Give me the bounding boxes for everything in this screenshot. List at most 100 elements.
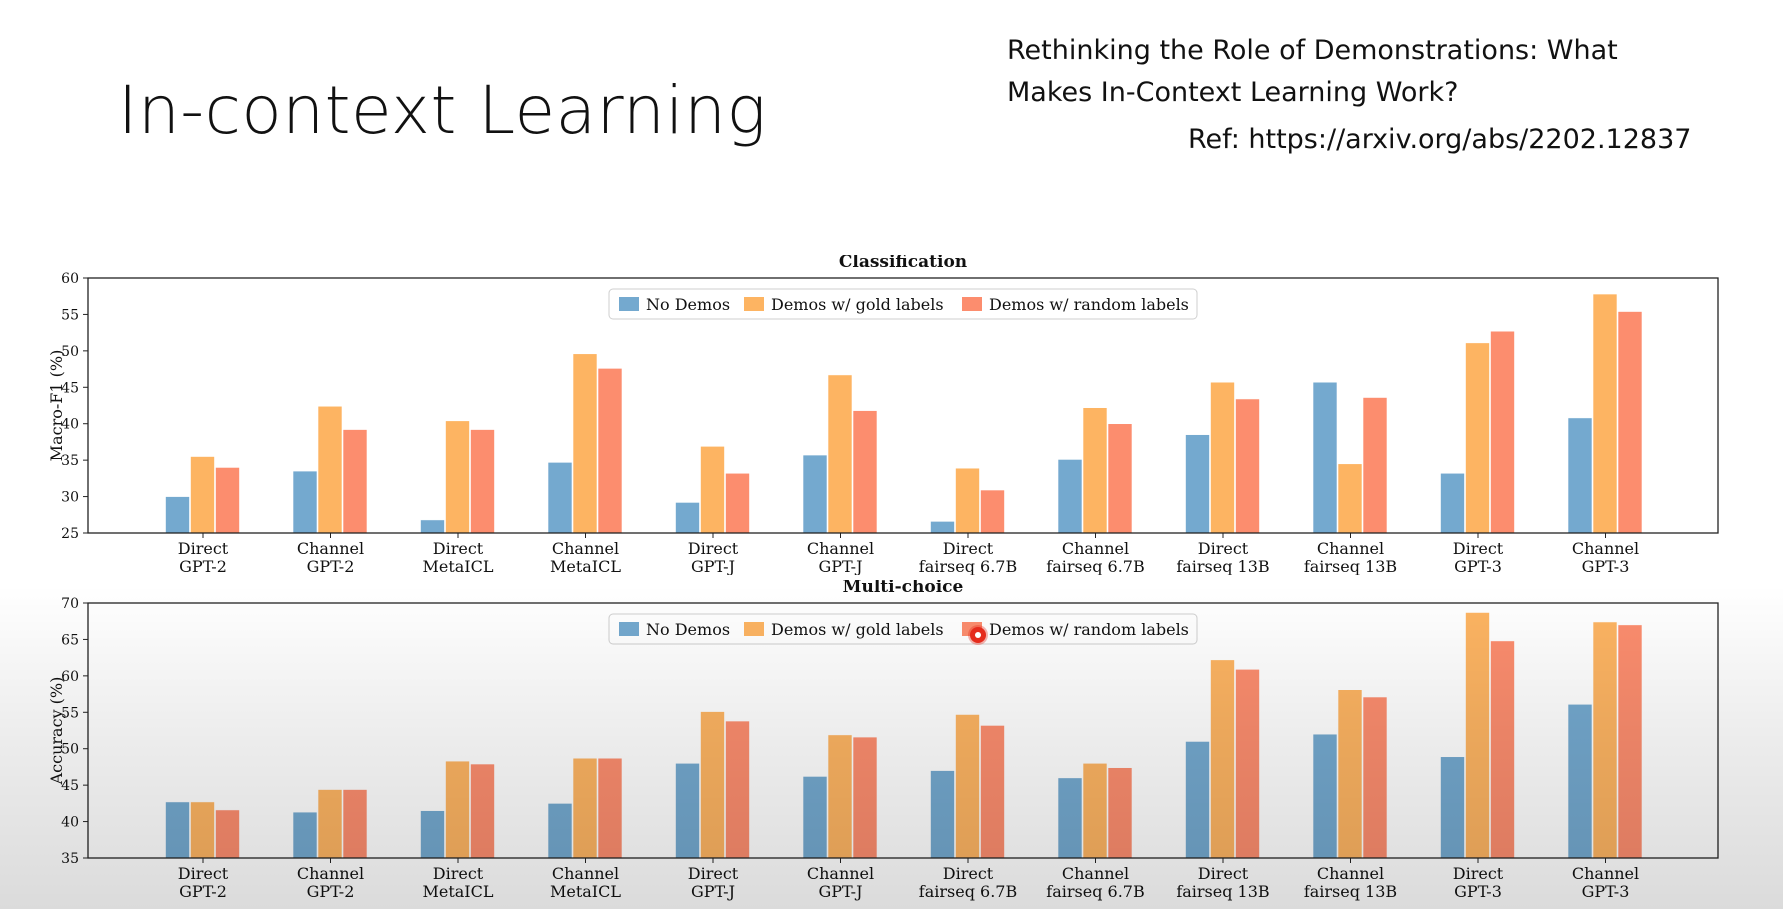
bar-demos-w-gold-labels-11 — [1592, 621, 1618, 859]
x-tick-label-model: GPT-2 — [307, 557, 355, 575]
x-tick-label-model: GPT-J — [819, 882, 863, 901]
bar-no-demos-8 — [1185, 434, 1210, 534]
bar-demos-w-gold-labels-3 — [572, 353, 598, 534]
legend-label-demos-w-gold-labels: Demos w/ gold labels — [771, 620, 944, 639]
bar-demos-w-random-labels-0 — [215, 809, 240, 859]
bar-no-demos-0 — [165, 496, 190, 534]
bar-demos-w-gold-labels-2 — [445, 420, 470, 534]
bar-demos-w-gold-labels-1 — [317, 405, 343, 534]
bar-demos-w-random-labels-7 — [1107, 423, 1133, 534]
bar-no-demos-7 — [1057, 777, 1083, 859]
bar-demos-w-gold-labels-8 — [1210, 659, 1235, 859]
x-tick-label-model: GPT-2 — [179, 557, 227, 575]
bar-no-demos-1 — [292, 811, 318, 859]
bar-demos-w-gold-labels-7 — [1082, 762, 1108, 859]
chart-title: Multi-choice — [843, 580, 964, 597]
x-tick-label-method: Channel — [807, 539, 874, 558]
x-tick-label-method: Channel — [297, 539, 364, 558]
bar-demos-w-gold-labels-5 — [827, 374, 853, 534]
bar-demos-w-gold-labels-6 — [955, 467, 980, 534]
x-tick-label-method: Direct — [1198, 864, 1249, 883]
x-tick-label-method: Direct — [433, 864, 484, 883]
y-tick-label: 45 — [61, 778, 79, 794]
y-tick-label: 60 — [61, 669, 79, 685]
bar-demos-w-random-labels-7 — [1107, 767, 1133, 859]
x-tick-label-model: fairseq 13B — [1304, 882, 1397, 901]
bar-no-demos-4 — [675, 762, 700, 859]
x-tick-label-method: Channel — [552, 539, 619, 558]
slide-title: In-context Learning — [118, 72, 767, 149]
bar-no-demos-11 — [1567, 703, 1593, 859]
bar-demos-w-random-labels-6 — [980, 725, 1005, 859]
bar-demos-w-random-labels-1 — [342, 429, 368, 534]
legend-swatch-demos-w-gold-labels — [744, 297, 764, 311]
bar-no-demos-2 — [420, 519, 445, 534]
bar-demos-w-gold-labels-0 — [190, 801, 215, 859]
x-tick-label-method: Channel — [1317, 864, 1384, 883]
bar-no-demos-10 — [1440, 472, 1465, 534]
bar-demos-w-random-labels-9 — [1362, 696, 1388, 859]
x-tick-label-method: Channel — [1572, 539, 1639, 558]
bar-demos-w-gold-labels-10 — [1465, 612, 1490, 859]
bar-demos-w-gold-labels-10 — [1465, 342, 1490, 534]
x-tick-label-model: GPT-2 — [307, 882, 355, 901]
bar-demos-w-gold-labels-7 — [1082, 407, 1108, 534]
x-tick-label-method: Direct — [688, 539, 739, 558]
x-tick-label-method: Channel — [552, 864, 619, 883]
bar-demos-w-random-labels-4 — [725, 472, 750, 534]
bar-no-demos-4 — [675, 502, 700, 534]
cursor-pointer-icon — [970, 627, 986, 643]
legend-box — [608, 613, 1198, 645]
x-tick-label-method: Direct — [1198, 539, 1249, 558]
legend: No Demos Demos w/ gold labels Demos w/ ran… — [608, 288, 1198, 320]
bar-demos-w-gold-labels-1 — [317, 789, 343, 859]
bar-demos-w-random-labels-5 — [852, 410, 878, 534]
bar-demos-w-random-labels-11 — [1617, 311, 1643, 534]
bar-no-demos-3 — [547, 462, 573, 534]
legend-box — [608, 288, 1198, 320]
bar-no-demos-0 — [165, 801, 190, 859]
x-tick-label-model: fairseq 6.7B — [1046, 882, 1144, 901]
x-tick-label-model: MetaICL — [550, 882, 621, 901]
bar-demos-w-gold-labels-11 — [1592, 293, 1618, 534]
x-tick-label-model: MetaICL — [422, 882, 493, 901]
bar-demos-w-random-labels-0 — [215, 467, 240, 534]
reference-url: Ref: https://arxiv.org/abs/2202.12837 — [1188, 124, 1692, 155]
bar-demos-w-gold-labels-9 — [1337, 689, 1363, 859]
plot-frame — [87, 602, 1719, 859]
y-tick-label: 40 — [61, 417, 79, 433]
legend-label-demos-w-gold-labels: Demos w/ gold labels — [771, 295, 944, 314]
bar-demos-w-random-labels-5 — [852, 736, 878, 859]
bar-demos-w-gold-labels-8 — [1210, 381, 1235, 534]
y-tick-label: 55 — [61, 705, 79, 721]
y-tick-label: 55 — [61, 307, 79, 323]
x-tick-label-method: Channel — [1317, 539, 1384, 558]
legend-swatch-demos-w-random-labels — [962, 297, 982, 311]
x-tick-label-method: Channel — [1062, 864, 1129, 883]
bar-no-demos-8 — [1185, 741, 1210, 859]
y-tick-label: 65 — [61, 632, 79, 648]
multi-choice-chart: Multi-choiceDirectGPT-2ChannelGPT-2Direc… — [47, 580, 1719, 901]
bar-no-demos-1 — [292, 470, 318, 534]
bar-no-demos-5 — [802, 454, 828, 534]
legend-swatch-demos-w-gold-labels — [744, 622, 764, 636]
bar-no-demos-3 — [547, 803, 573, 859]
y-tick-label: 30 — [61, 490, 79, 506]
legend-swatch-no-demos — [619, 297, 639, 311]
x-tick-label-method: Direct — [943, 539, 994, 558]
y-tick-label: 50 — [61, 742, 79, 758]
bar-demos-w-gold-labels-5 — [827, 734, 853, 859]
x-tick-label-method: Direct — [178, 864, 229, 883]
bar-demos-w-random-labels-8 — [1235, 398, 1260, 534]
x-tick-label-method: Direct — [943, 864, 994, 883]
bar-no-demos-6 — [930, 521, 955, 534]
bar-demos-w-gold-labels-4 — [700, 711, 725, 859]
x-tick-label-method: Channel — [807, 864, 874, 883]
bar-demos-w-random-labels-3 — [597, 757, 623, 859]
bar-demos-w-gold-labels-0 — [190, 456, 215, 534]
x-tick-label-model: MetaICL — [422, 557, 493, 575]
bar-demos-w-random-labels-9 — [1362, 397, 1388, 534]
y-axis-label: Macro-F1 (%) — [47, 350, 66, 462]
x-tick-label-model: GPT-3 — [1582, 882, 1630, 901]
y-tick-label: 70 — [61, 596, 79, 612]
